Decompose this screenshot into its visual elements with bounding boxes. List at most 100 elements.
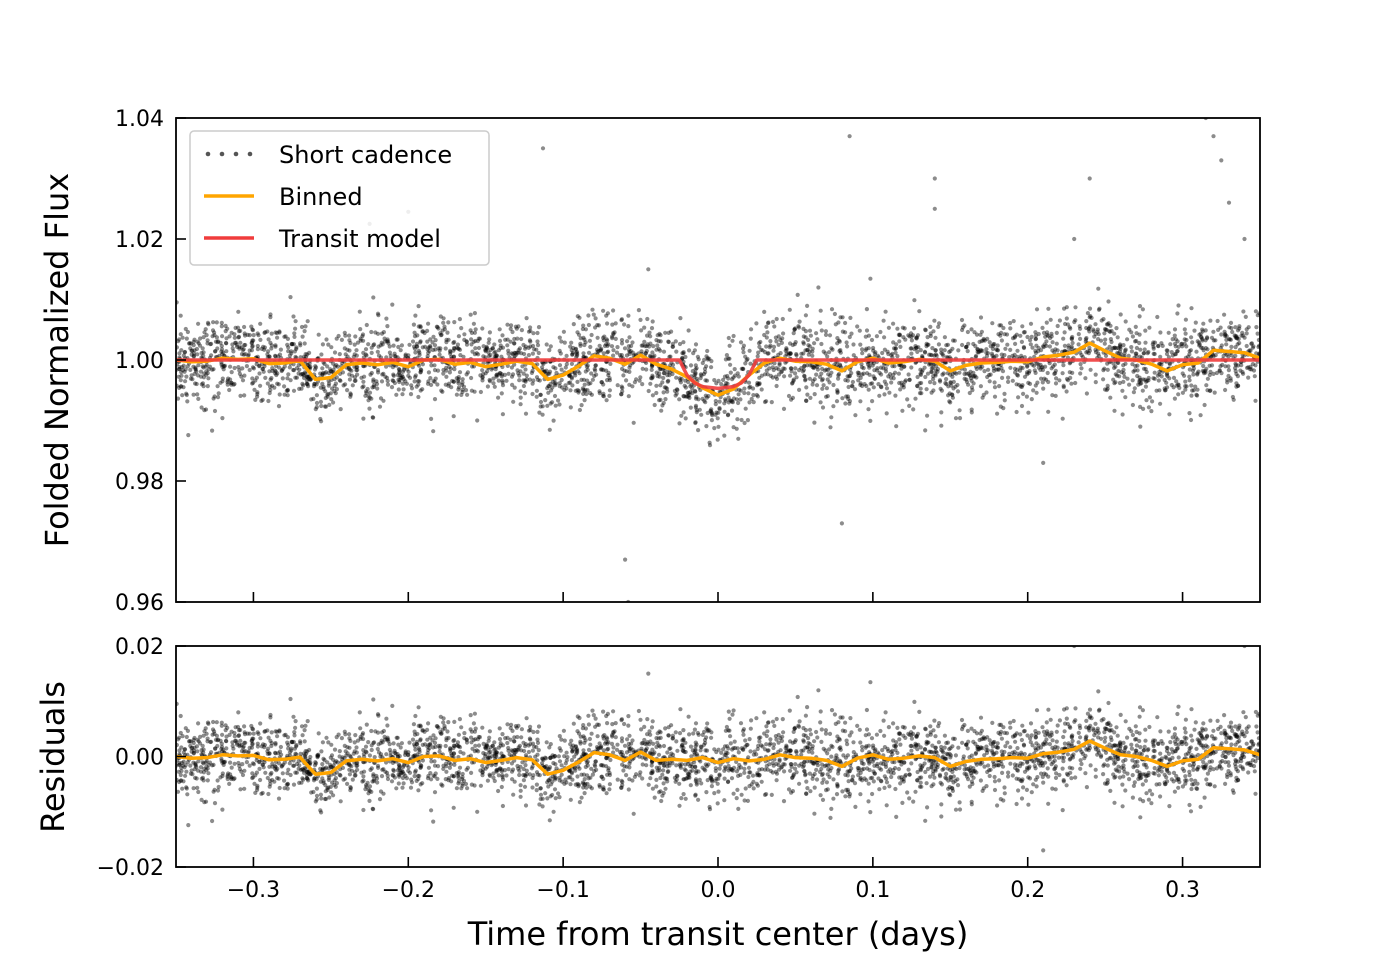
cadence-point bbox=[673, 339, 678, 344]
cadence-point bbox=[447, 765, 452, 770]
cadence-point bbox=[619, 341, 625, 346]
cadence-point bbox=[1199, 334, 1204, 339]
cadence-point bbox=[682, 749, 687, 755]
cadence-point bbox=[947, 751, 952, 757]
cadence-point bbox=[821, 383, 826, 388]
cadence-point bbox=[1022, 751, 1027, 757]
cadence-point bbox=[260, 366, 266, 371]
cadence-point bbox=[247, 333, 252, 338]
cadence-point bbox=[448, 762, 453, 767]
cadence-point bbox=[1047, 757, 1052, 762]
cadence-point bbox=[1092, 733, 1097, 738]
cadence-point bbox=[285, 388, 290, 393]
cadence-point bbox=[856, 773, 861, 778]
cadence-point bbox=[190, 772, 195, 777]
cadence-point bbox=[967, 784, 972, 789]
cadence-point bbox=[974, 366, 979, 372]
cadence-point bbox=[339, 337, 344, 342]
cadence-point bbox=[1052, 350, 1057, 355]
cadence-point bbox=[1223, 387, 1228, 393]
cadence-point bbox=[1134, 729, 1139, 735]
cadence-point bbox=[191, 343, 196, 348]
cadence-point bbox=[433, 338, 438, 343]
cadence-point bbox=[957, 370, 962, 375]
cadence-point bbox=[1078, 758, 1083, 763]
cadence-point bbox=[790, 342, 795, 348]
cadence-point bbox=[1215, 318, 1220, 324]
cadence-point bbox=[1057, 378, 1062, 383]
cadence-point bbox=[713, 766, 718, 771]
cadence-point bbox=[575, 750, 580, 755]
cadence-point bbox=[952, 736, 957, 742]
cadence-point bbox=[977, 760, 982, 765]
cadence-point bbox=[184, 336, 189, 341]
cadence-point bbox=[883, 369, 889, 374]
cadence-point bbox=[911, 725, 917, 730]
cadence-point bbox=[814, 331, 819, 336]
cadence-point bbox=[581, 377, 587, 382]
cadence-point bbox=[534, 347, 539, 352]
cadence-point bbox=[925, 371, 931, 376]
cadence-point bbox=[1071, 752, 1076, 757]
cadence-point bbox=[973, 344, 978, 349]
cadence-point bbox=[178, 713, 183, 719]
cadence-point bbox=[413, 375, 418, 380]
cadence-point bbox=[319, 352, 324, 357]
cadence-point bbox=[1134, 338, 1139, 344]
cadence-point bbox=[250, 736, 255, 741]
cadence-point bbox=[414, 344, 419, 349]
cadence-point bbox=[792, 726, 797, 731]
cadence-point bbox=[670, 761, 675, 766]
cadence-point bbox=[1033, 729, 1038, 734]
cadence-point bbox=[683, 378, 688, 383]
cadence-point bbox=[1053, 393, 1058, 398]
cadence-point bbox=[857, 727, 862, 732]
cadence-point bbox=[657, 765, 662, 770]
cadence-point bbox=[1111, 772, 1116, 777]
cadence-point bbox=[279, 368, 284, 374]
cadence-point bbox=[599, 744, 604, 749]
cadence-point bbox=[545, 796, 550, 801]
cadence-point bbox=[736, 392, 741, 397]
cadence-point bbox=[1106, 299, 1111, 304]
cadence-point bbox=[305, 319, 310, 324]
cadence-point bbox=[978, 731, 983, 736]
cadence-point bbox=[666, 330, 671, 335]
cadence-point bbox=[459, 326, 464, 331]
cadence-point bbox=[1112, 761, 1117, 766]
cadence-point bbox=[548, 382, 553, 387]
cadence-point bbox=[193, 367, 198, 372]
cadence-point bbox=[305, 769, 310, 774]
cadence-point bbox=[824, 394, 829, 399]
cadence-point bbox=[462, 332, 467, 337]
cadence-point bbox=[610, 722, 615, 727]
cadence-point bbox=[473, 338, 478, 344]
cadence-point bbox=[927, 362, 932, 367]
cadence-point bbox=[1198, 413, 1203, 418]
cadence-point bbox=[293, 725, 298, 731]
cadence-point bbox=[423, 742, 428, 747]
cadence-point bbox=[762, 731, 767, 736]
cadence-point bbox=[820, 366, 825, 371]
cadence-point bbox=[1190, 388, 1195, 393]
cadence-point bbox=[416, 304, 421, 309]
cadence-point bbox=[978, 332, 983, 337]
cadence-point bbox=[242, 373, 247, 378]
cadence-point bbox=[1018, 778, 1023, 783]
cadence-point bbox=[1172, 352, 1178, 357]
cadence-point bbox=[1102, 331, 1107, 336]
cadence-point bbox=[801, 340, 806, 345]
cadence-point bbox=[1131, 369, 1136, 374]
cadence-point bbox=[1183, 317, 1188, 322]
cadence-point bbox=[1218, 724, 1223, 730]
cadence-point bbox=[1031, 759, 1037, 764]
cadence-point bbox=[1218, 364, 1223, 369]
cadence-point bbox=[578, 341, 583, 346]
cadence-point bbox=[979, 728, 985, 733]
cadence-point bbox=[1234, 775, 1239, 780]
cadence-point bbox=[456, 381, 461, 386]
cadence-point bbox=[475, 418, 480, 423]
cadence-point bbox=[269, 346, 274, 351]
cadence-point bbox=[683, 385, 689, 390]
cadence-point bbox=[203, 364, 208, 369]
